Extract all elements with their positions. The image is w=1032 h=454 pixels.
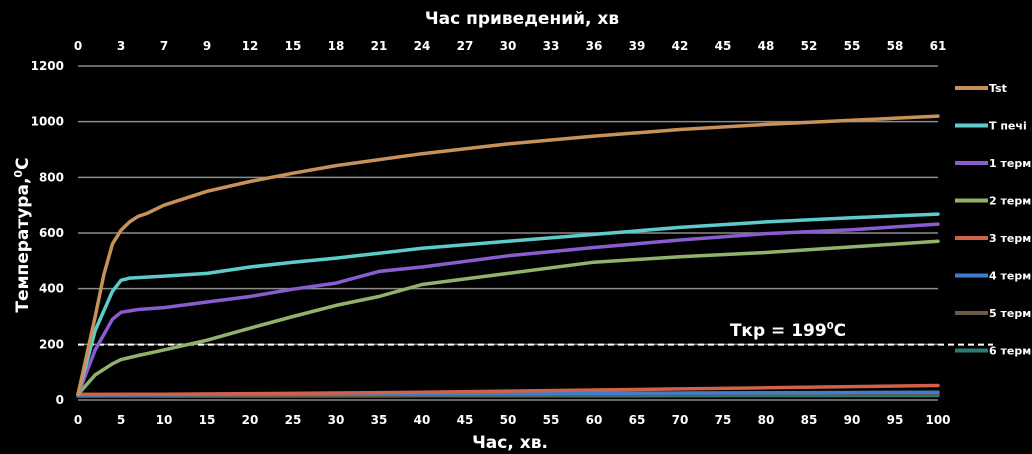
top-tick-label: 36	[586, 39, 603, 53]
top-tick-label: 55	[844, 39, 861, 53]
y-tick-label: 1000	[31, 115, 64, 129]
legend-label: 1 терм	[989, 157, 1031, 170]
x-tick-label: 0	[74, 413, 82, 427]
top-tick-label: 21	[371, 39, 388, 53]
top-tick-label: 18	[328, 39, 345, 53]
top-tick-label: 58	[887, 39, 904, 53]
top-tick-label: 7	[160, 39, 168, 53]
x-tick-label: 90	[844, 413, 861, 427]
x-tick-label: 80	[758, 413, 775, 427]
series-line	[76, 212, 940, 397]
top-tick-label: 27	[457, 39, 474, 53]
threshold-annotation-text: Ткр = 199	[730, 321, 827, 341]
legend: Tst T печі 1 терм 2 терм 3 терм 4 терм 5 терм 6…	[955, 82, 1031, 358]
y-tick-label: 400	[39, 282, 64, 296]
series-lines	[76, 114, 940, 398]
x-tick-label: 5	[117, 413, 125, 427]
x-tick-label: 15	[199, 413, 216, 427]
x-tick-label: 10	[156, 413, 173, 427]
x-tick-label: 25	[285, 413, 302, 427]
top-tick-label: 0	[74, 39, 82, 53]
legend-label: 4 терм	[989, 270, 1031, 283]
x-tick-label: 75	[715, 413, 732, 427]
top-tick-label: 42	[672, 39, 689, 53]
y-tick-label: 1200	[31, 59, 64, 73]
y-tick-label: 800	[39, 170, 64, 184]
x-tick-label: 100	[925, 413, 950, 427]
legend-label: 5 терм	[989, 307, 1031, 320]
legend-label: 2 терм	[989, 195, 1031, 208]
top-tick-label: 48	[758, 39, 775, 53]
top-tick-label: 52	[801, 39, 818, 53]
top-tick-label: 3	[117, 39, 125, 53]
x-axis-ticks: 0 5 10 15 20 25 30 35 40 45 50 55 60 65 70 75 80 85 90 95 10…	[74, 413, 951, 427]
top-tick-label: 9	[203, 39, 211, 53]
top-tick-label: 33	[543, 39, 560, 53]
x-tick-label: 55	[543, 413, 560, 427]
y-axis-title-text: Температура,	[13, 178, 33, 313]
x-tick-label: 85	[801, 413, 818, 427]
top-tick-label: 61	[930, 39, 947, 53]
x-tick-label: 95	[887, 413, 904, 427]
x-tick-label: 35	[371, 413, 388, 427]
x-tick-label: 40	[414, 413, 431, 427]
y-axis-title-unit: С	[13, 157, 33, 169]
x-tick-label: 65	[629, 413, 646, 427]
y-tick-label: 0	[56, 393, 64, 407]
top-tick-label: 15	[285, 39, 302, 53]
x-axis-title: Час, хв.	[472, 433, 548, 453]
series-line	[76, 114, 940, 397]
legend-label: 3 терм	[989, 232, 1031, 245]
top-tick-label: 39	[629, 39, 646, 53]
threshold-annotation-suffix: С	[834, 321, 846, 341]
legend-label: Tst	[989, 82, 1007, 95]
threshold-annotation: Ткр = 1990С	[730, 321, 846, 341]
threshold-annotation-sup: 0	[827, 321, 834, 332]
top-tick-label: 45	[715, 39, 732, 53]
y-axis-ticks: 0 200 400 600 800 1000 1200	[31, 59, 64, 407]
chart-top-title: Час приведений, хв	[425, 9, 619, 29]
top-tick-label: 24	[414, 39, 431, 53]
top-tick-label: 12	[242, 39, 259, 53]
y-tick-label: 600	[39, 226, 64, 240]
y-axis-title-unit-sup: 0	[12, 170, 25, 178]
x-tick-label: 70	[672, 413, 689, 427]
top-tick-label: 30	[500, 39, 517, 53]
legend-label: T печі	[989, 120, 1027, 133]
series-line	[76, 239, 940, 397]
x-tick-label: 45	[457, 413, 474, 427]
y-tick-label: 200	[39, 337, 64, 351]
x-tick-label: 30	[328, 413, 345, 427]
top-axis-ticks: 0 3 7 9 12 15 18 21 24 27 30 33 36 39 42 45 48 52 55 58 61	[74, 39, 947, 53]
x-tick-label: 20	[242, 413, 259, 427]
x-tick-label: 50	[500, 413, 517, 427]
y-axis-title: Температура,0С	[12, 157, 33, 312]
series-line	[76, 383, 940, 397]
legend-label: 6 терм	[989, 345, 1031, 358]
series-line	[76, 222, 940, 397]
x-tick-label: 60	[586, 413, 603, 427]
